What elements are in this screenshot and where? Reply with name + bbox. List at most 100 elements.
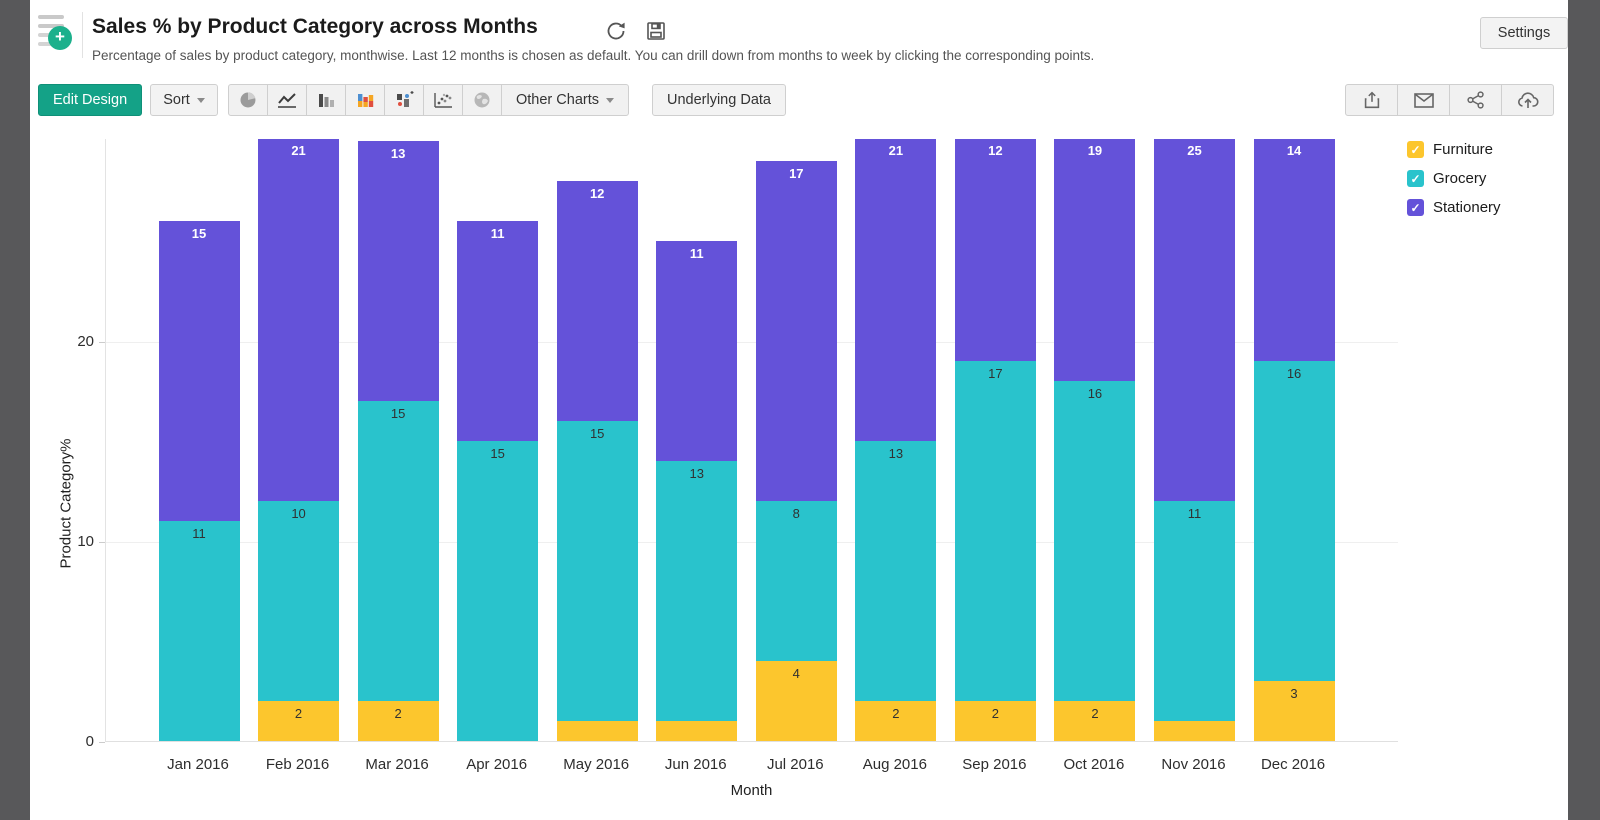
publish-icon[interactable] <box>1501 84 1554 116</box>
legend-item-furniture[interactable]: ✓ Furniture <box>1407 141 1501 158</box>
x-tick-label: Jan 2016 <box>167 756 229 773</box>
email-icon[interactable] <box>1397 84 1450 116</box>
bar-segment-grocery[interactable] <box>258 501 340 701</box>
y-axis-title: Product Category% <box>57 438 75 569</box>
x-tick-label: Sep 2016 <box>962 756 1027 773</box>
bar-segment-grocery[interactable] <box>357 401 439 701</box>
other-charts-button[interactable]: Other Charts <box>501 84 629 116</box>
bar-segment-furniture[interactable] <box>258 701 340 741</box>
x-tick-label: Jun 2016 <box>664 756 727 773</box>
x-tick-label: Mar 2016 <box>365 756 429 773</box>
bar-segment-stationery[interactable] <box>656 241 738 461</box>
sort-button[interactable]: Sort <box>150 84 218 116</box>
bar-segment-stationery[interactable] <box>1253 139 1335 361</box>
x-tick-label: Nov 2016 <box>1161 756 1226 773</box>
scatter-chart-icon[interactable] <box>423 84 463 116</box>
combo-chart-icon[interactable] <box>384 84 424 116</box>
bar-segment-furniture[interactable] <box>556 721 638 741</box>
legend-label: Stationery <box>1433 199 1501 216</box>
x-tick-label: Aug 2016 <box>862 756 927 773</box>
legend-label: Furniture <box>1433 141 1494 158</box>
stacked-bar-icon[interactable] <box>345 84 385 116</box>
edit-design-button[interactable]: Edit Design <box>38 84 143 116</box>
right-edge-panel <box>1568 0 1600 820</box>
y-tick-mark <box>99 342 105 343</box>
bar-segment-furniture[interactable] <box>954 701 1036 741</box>
bar-jan-2016[interactable] <box>158 139 240 741</box>
bar-segment-grocery[interactable] <box>556 421 638 721</box>
bar-segment-grocery[interactable] <box>457 441 539 741</box>
list-line <box>38 42 56 46</box>
chevron-down-icon <box>606 97 614 103</box>
bar-segment-furniture[interactable] <box>855 701 937 741</box>
x-tick-label: May 2016 <box>563 756 630 773</box>
chevron-down-icon <box>196 97 205 103</box>
bar-segment-grocery[interactable] <box>1154 501 1235 721</box>
bar-segment-stationery[interactable] <box>258 139 340 501</box>
map-chart-icon[interactable] <box>462 84 502 116</box>
bar-segment-grocery[interactable] <box>1054 381 1136 701</box>
bar-segment-grocery[interactable] <box>656 461 738 721</box>
bar-sep-2016[interactable] <box>954 139 1036 741</box>
bar-nov-2016[interactable] <box>1154 139 1235 741</box>
line-chart-icon[interactable] <box>267 84 307 116</box>
bar-feb-2016[interactable] <box>258 139 340 741</box>
legend-item-stationery[interactable]: ✓ Stationery <box>1407 199 1501 216</box>
page-title: Sales % by Product Category across Month… <box>92 15 538 38</box>
export-icon[interactable] <box>1345 84 1398 116</box>
bar-segment-furniture[interactable] <box>755 661 837 741</box>
bar-segment-furniture[interactable] <box>656 721 738 741</box>
settings-button[interactable]: Settings <box>1480 17 1568 49</box>
bar-chart-icon[interactable] <box>306 84 346 116</box>
bar-segment-stationery[interactable] <box>954 139 1036 361</box>
bar-segment-furniture[interactable] <box>1253 681 1335 741</box>
legend-checkbox-icon[interactable]: ✓ <box>1407 199 1424 216</box>
bar-aug-2016[interactable] <box>855 139 937 741</box>
bar-segment-stationery[interactable] <box>1154 139 1235 501</box>
bar-segment-stationery[interactable] <box>357 141 439 401</box>
bar-apr-2016[interactable] <box>457 139 539 741</box>
left-edge-panel <box>0 0 30 820</box>
bar-segment-stationery[interactable] <box>457 221 539 441</box>
bar-segment-furniture[interactable] <box>357 701 439 741</box>
bar-segment-stationery[interactable] <box>855 139 937 441</box>
bar-segment-furniture[interactable] <box>1054 701 1136 741</box>
bar-segment-grocery[interactable] <box>755 501 837 661</box>
chart-type-switcher: Other Charts <box>228 84 629 116</box>
refresh-icon[interactable] <box>604 19 628 43</box>
bar-may-2016[interactable] <box>556 139 638 741</box>
bar-segment-stationery[interactable] <box>556 181 638 421</box>
list-line <box>38 24 64 28</box>
add-view-icon[interactable]: + <box>38 13 78 55</box>
bar-segment-grocery[interactable] <box>158 521 240 741</box>
legend-item-grocery[interactable]: ✓ Grocery <box>1407 170 1501 187</box>
bar-jul-2016[interactable] <box>755 139 837 741</box>
share-icon[interactable] <box>1449 84 1502 116</box>
save-icon[interactable] <box>644 19 668 43</box>
x-tick-label: Jul 2016 <box>766 756 824 773</box>
bar-jun-2016[interactable] <box>656 139 738 741</box>
y-tick-mark <box>99 542 105 543</box>
bar-segment-stationery[interactable] <box>1054 139 1136 381</box>
y-tick-label: 10 <box>77 533 94 550</box>
bar-segment-grocery[interactable] <box>954 361 1036 701</box>
y-tick-label: 0 <box>85 733 94 750</box>
y-tick-label: 20 <box>77 333 94 350</box>
list-line <box>38 15 64 19</box>
page-subtitle: Percentage of sales by product category,… <box>92 48 1095 63</box>
bar-segment-grocery[interactable] <box>1253 361 1335 681</box>
bar-mar-2016[interactable] <box>357 139 439 741</box>
underlying-data-button[interactable]: Underlying Data <box>652 84 786 116</box>
pie-chart-icon[interactable] <box>228 84 268 116</box>
bar-oct-2016[interactable] <box>1054 139 1136 741</box>
bar-dec-2016[interactable] <box>1253 139 1335 741</box>
legend-checkbox-icon[interactable]: ✓ <box>1407 141 1424 158</box>
x-axis-title: Month <box>730 782 773 799</box>
bar-segment-stationery[interactable] <box>158 221 240 521</box>
bar-segment-furniture[interactable] <box>1154 721 1235 741</box>
bar-segment-stationery[interactable] <box>755 161 837 501</box>
bar-segment-grocery[interactable] <box>855 441 937 701</box>
legend-checkbox-icon[interactable]: ✓ <box>1407 170 1424 187</box>
x-tick-label: Feb 2016 <box>265 756 330 773</box>
chart-plot-area: 11 15 2 10 21 2 15 13 15 11 15 12 13 11 4 8 17 2 13 21 2 17 12… <box>105 139 1398 742</box>
